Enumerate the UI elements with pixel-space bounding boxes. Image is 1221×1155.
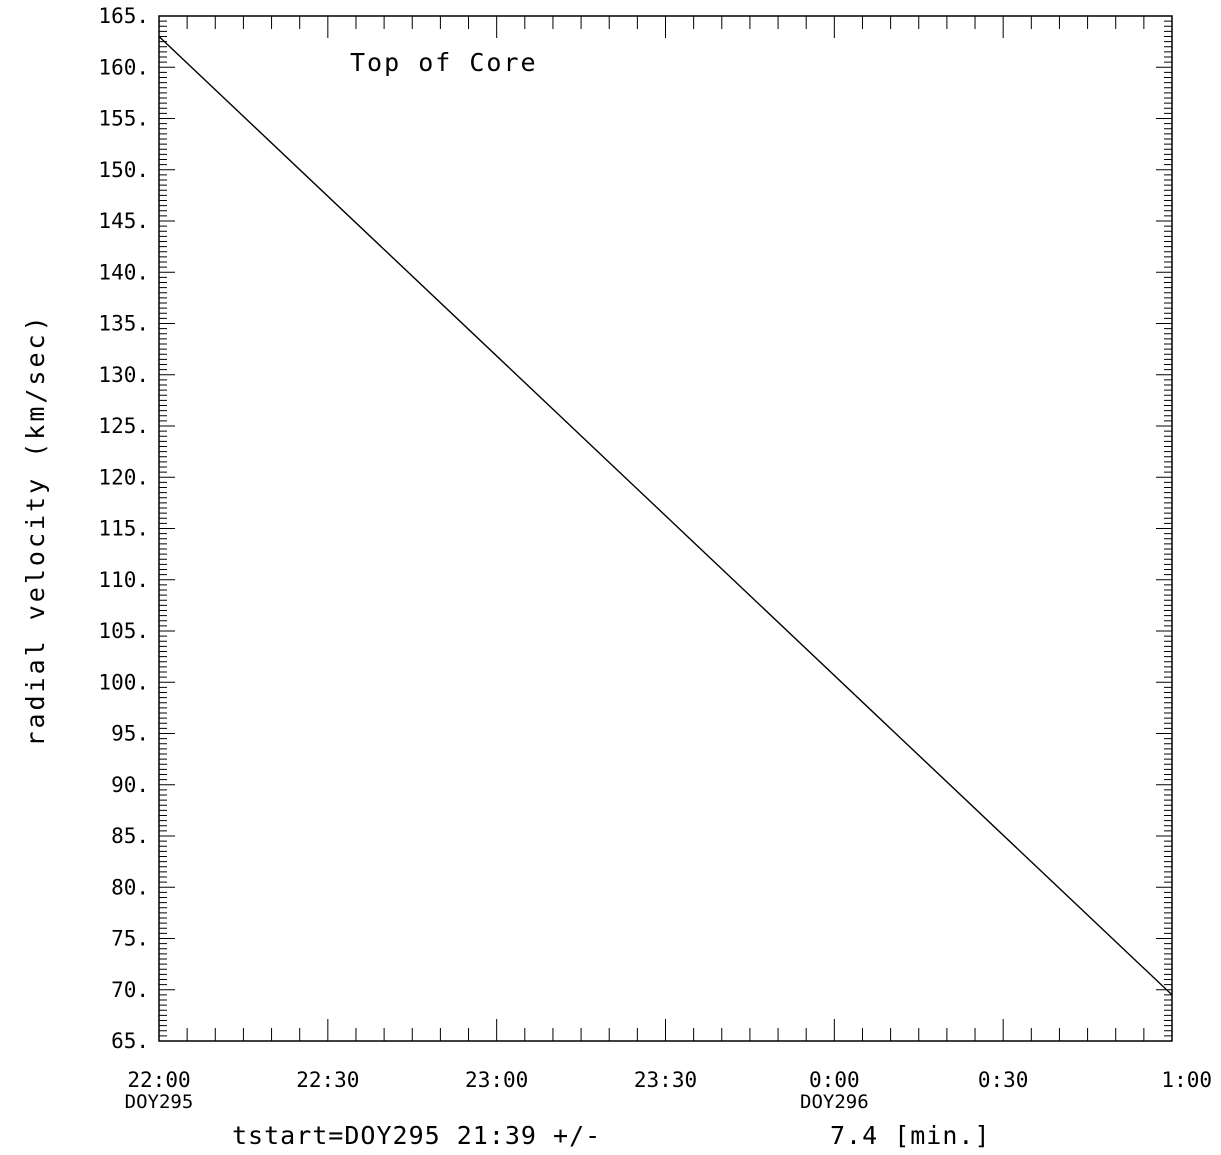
x-tick-label: 23:30: [634, 1068, 697, 1092]
y-tick-label: 145.: [98, 209, 149, 233]
x-tick-label: 0:00: [809, 1068, 860, 1092]
x-tick-sublabel: DOY296: [800, 1091, 869, 1113]
x-tick-sublabel: DOY295: [125, 1091, 194, 1113]
y-tick-label: 80.: [111, 875, 149, 899]
y-tick-label: 130.: [98, 363, 149, 387]
y-tick-label: 160.: [98, 55, 149, 79]
y-tick-label: 115.: [98, 517, 149, 541]
y-tick-label: 85.: [111, 824, 149, 848]
x-tick-label: 22:00: [127, 1068, 190, 1092]
x-tick-label: 23:00: [465, 1068, 528, 1092]
y-tick-label: 165.: [98, 4, 149, 28]
y-tick-label: 110.: [98, 568, 149, 592]
major-ticks: [158, 15, 1173, 1042]
series-layer: [158, 35, 1173, 996]
series-line: [158, 35, 1173, 996]
y-tick-label: 155.: [98, 107, 149, 131]
y-tick-labels: 165. 160. 155. 150. 145. 140. 135. 130. 125. 120.…: [98, 4, 149, 1053]
y-tick-label: 95.: [111, 722, 149, 746]
y-tick-label: 75.: [111, 927, 149, 951]
y-tick-label: 135.: [98, 312, 149, 336]
footer-uncertainty: 7.4 [min.]: [830, 1121, 991, 1150]
y-tick-label: 125.: [98, 414, 149, 438]
plot-frame: [158, 15, 1173, 1042]
y-tick-label: 90.: [111, 773, 149, 797]
y-tick-label: 150.: [98, 158, 149, 182]
y-tick-label: 120.: [98, 465, 149, 489]
y-tick-label: 65.: [111, 1029, 149, 1053]
footer-tstart: tstart=DOY295 21:39 +/-: [232, 1121, 601, 1150]
x-tick-label: 1:00: [1161, 1068, 1212, 1092]
y-tick-label: 70.: [111, 978, 149, 1002]
annotation-top-of-core: Top of Core: [350, 48, 538, 77]
minor-ticks: [159, 16, 1172, 1041]
x-tick-label: 0:30: [978, 1068, 1029, 1092]
y-tick-label: 105.: [98, 619, 149, 643]
y-tick-label: 140.: [98, 260, 149, 284]
y-axis-label: radial velocity (km/sec): [21, 313, 50, 746]
x-tick-label: 22:30: [296, 1068, 359, 1092]
y-tick-label: 100.: [98, 670, 149, 694]
